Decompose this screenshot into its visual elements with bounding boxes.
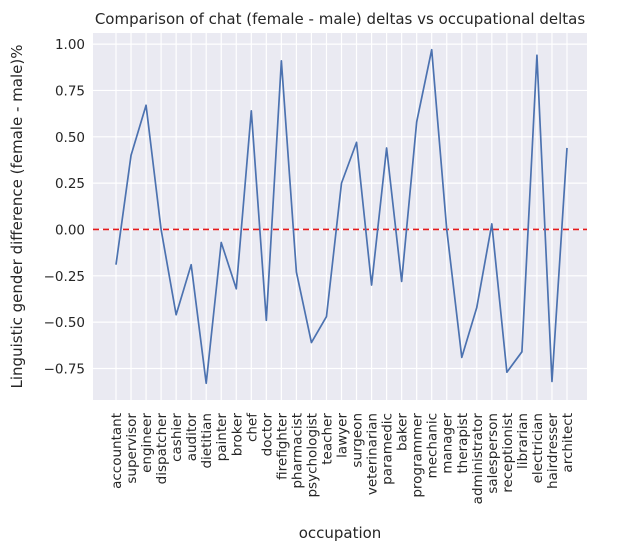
x-tick-label: administrator bbox=[470, 413, 486, 505]
x-tick-label: broker bbox=[229, 413, 245, 457]
x-tick-label: pharmacist bbox=[289, 413, 305, 489]
y-axis-ticks: −0.75 −0.50 −0.25 0.00 0.25 0.50 0.75 1.00 bbox=[44, 37, 85, 377]
x-tick-label: mechanic bbox=[425, 413, 441, 478]
y-tick-label: 0.25 bbox=[55, 176, 85, 192]
grid-lines bbox=[93, 33, 587, 400]
x-axis-ticks: accountant supervisor engineer dispatcher ca… bbox=[109, 412, 576, 505]
x-tick-label: hairdresser bbox=[545, 413, 561, 489]
x-tick-label: veterinarian bbox=[365, 413, 381, 495]
x-tick-label: librarian bbox=[515, 413, 531, 469]
x-tick-label: receptionist bbox=[500, 413, 516, 493]
x-tick-label: dispatcher bbox=[154, 413, 170, 485]
x-axis-title: occupation bbox=[299, 524, 382, 542]
y-tick-label: −0.50 bbox=[44, 315, 85, 331]
x-tick-label: programmer bbox=[410, 413, 426, 498]
x-tick-label: psychologist bbox=[304, 413, 320, 498]
x-tick-label: architect bbox=[560, 413, 576, 473]
x-tick-label: doctor bbox=[259, 413, 275, 457]
y-axis-title: Linguistic gender difference (female - m… bbox=[8, 45, 26, 389]
x-tick-label: salesperson bbox=[485, 413, 501, 494]
x-tick-label: therapist bbox=[455, 413, 471, 474]
x-tick-label: firefighter bbox=[274, 413, 290, 480]
x-tick-label: accountant bbox=[109, 413, 125, 489]
y-tick-label: 1.00 bbox=[55, 37, 85, 53]
x-tick-label: lawyer bbox=[335, 413, 351, 458]
x-tick-label: auditor bbox=[184, 413, 200, 462]
x-tick-label: cashier bbox=[169, 413, 185, 462]
y-tick-label: 0.50 bbox=[55, 130, 85, 146]
x-tick-label: supervisor bbox=[124, 413, 140, 484]
x-tick-label: dietitian bbox=[199, 413, 215, 469]
x-tick-label: surgeon bbox=[350, 413, 366, 468]
chart-title: Comparison of chat (female - male) delta… bbox=[95, 10, 586, 28]
y-tick-label: 0.00 bbox=[55, 222, 85, 238]
x-tick-label: manager bbox=[440, 413, 456, 474]
y-tick-label: 0.75 bbox=[55, 83, 85, 99]
x-tick-label: electrician bbox=[530, 413, 546, 483]
y-tick-label: −0.25 bbox=[44, 269, 85, 285]
x-tick-label: baker bbox=[395, 413, 411, 451]
x-tick-label: paramedic bbox=[380, 413, 396, 485]
y-tick-label: −0.75 bbox=[44, 361, 85, 377]
series-line bbox=[115, 48, 568, 385]
x-tick-label: chef bbox=[244, 412, 260, 442]
plot-area bbox=[93, 33, 587, 400]
x-tick-label: engineer bbox=[139, 413, 155, 473]
x-tick-label: teacher bbox=[319, 413, 335, 465]
x-tick-label: painter bbox=[214, 413, 230, 462]
